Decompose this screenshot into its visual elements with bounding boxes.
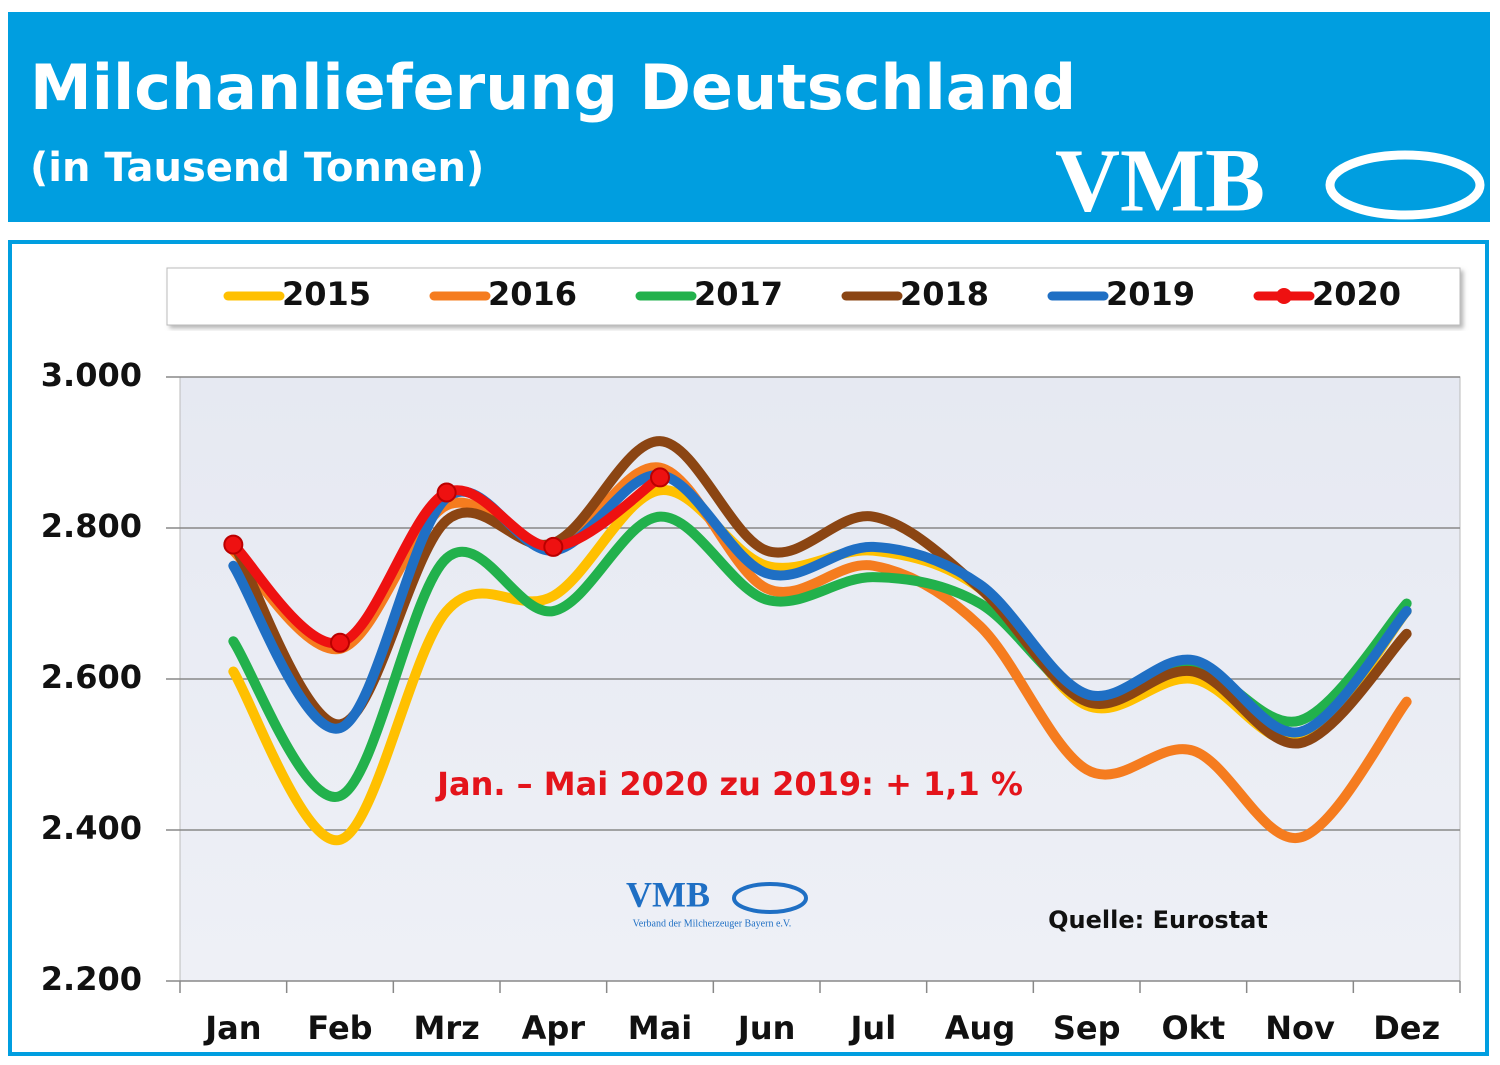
legend-marker bbox=[1276, 288, 1292, 304]
source: Quelle: Eurostat bbox=[1048, 906, 1268, 934]
series-line bbox=[228, 470, 1412, 738]
y-tick-label: 2.400 bbox=[41, 809, 142, 847]
series-marker bbox=[543, 536, 564, 557]
series-marker bbox=[330, 632, 350, 653]
y-tick-label: 2.800 bbox=[41, 507, 142, 545]
x-tick-label: Okt bbox=[1161, 1009, 1225, 1047]
x-tick-label: Apr bbox=[522, 1009, 586, 1047]
x-tick-label: Feb bbox=[307, 1009, 372, 1047]
x-tick-label: Mai bbox=[628, 1009, 692, 1047]
x-tick-label: Dez bbox=[1373, 1009, 1440, 1047]
x-tick-label: Nov bbox=[1265, 1009, 1335, 1047]
logo: VMB bbox=[1055, 132, 1265, 231]
x-tick-label: Sep bbox=[1053, 1009, 1121, 1047]
series-line bbox=[228, 485, 1412, 845]
x-tick-label: Aug bbox=[945, 1009, 1015, 1047]
x-tick-label: Jan bbox=[203, 1009, 261, 1047]
series-marker bbox=[650, 467, 670, 488]
watermark-logo: VMB bbox=[626, 874, 710, 914]
legend-label: 2017 bbox=[694, 275, 783, 313]
watermark-text: Verband der Milcherzeuger Bayern e.V. bbox=[633, 918, 792, 929]
legend-label: 2020 bbox=[1312, 275, 1401, 313]
legend-label: 2016 bbox=[488, 275, 577, 313]
legend-label: 2018 bbox=[900, 275, 989, 313]
x-tick-label: Jul bbox=[849, 1009, 897, 1047]
subtitle: (in Tausend Tonnen) bbox=[30, 145, 484, 191]
title: Milchanlieferung Deutschland bbox=[30, 51, 1076, 124]
y-tick-label: 3.000 bbox=[41, 356, 142, 394]
series-marker bbox=[223, 534, 244, 555]
series-marker bbox=[436, 482, 457, 503]
x-tick-label: Mrz bbox=[414, 1009, 480, 1047]
legend-label: 2015 bbox=[282, 275, 371, 313]
annotation: Jan. – Mai 2020 zu 2019: + 1,1 % bbox=[435, 765, 1023, 803]
y-tick-label: 2.600 bbox=[41, 658, 142, 696]
watermark-swirl bbox=[732, 882, 808, 914]
legend-box bbox=[166, 267, 1461, 326]
logo-swirl bbox=[1325, 150, 1485, 220]
y-tick-label: 2.200 bbox=[41, 960, 142, 998]
header-band bbox=[8, 12, 1490, 222]
x-tick-label: Jun bbox=[736, 1009, 795, 1047]
legend-label: 2019 bbox=[1106, 275, 1195, 313]
